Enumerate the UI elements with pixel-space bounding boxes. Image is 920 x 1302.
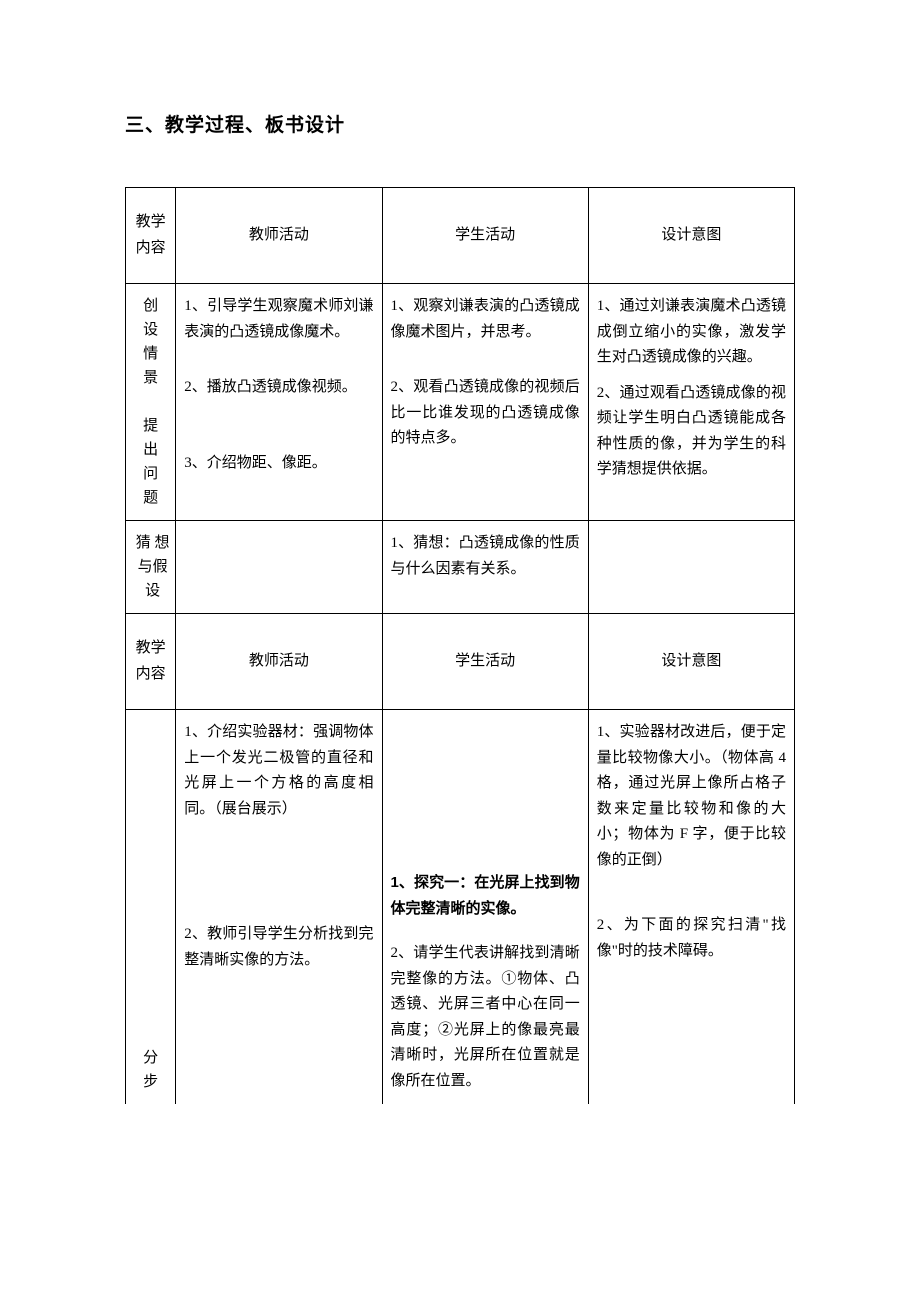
para: 1、观察刘谦表演的凸透镜成像魔术图片，并思考。 bbox=[391, 294, 580, 345]
table-header-row: 教学内容 教师活动 学生活动 设计意图 bbox=[126, 614, 795, 710]
page: 三、教学过程、板书设计 教学内容 教师活动 学生活动 设计意图 创设情景 提出问… bbox=[0, 0, 920, 1164]
header-col-student: 学生活动 bbox=[382, 614, 588, 710]
header-label: 教学内容 bbox=[136, 214, 166, 256]
label-text: 猜 想与假设 bbox=[134, 531, 171, 603]
cell-teacher: 1、介绍实验器材：强调物体上一个发光二极管的直径和光屏上一个方格的高度相同。（展… bbox=[176, 710, 382, 1105]
para: 2、通过观看凸透镜成像的视频让学生明白凸透镜能成各种性质的像，并为学生的科学猜想… bbox=[597, 381, 786, 483]
para: 2、请学生代表讲解找到清晰完整像的方法。①物体、凸透镜、光屏三者中心在同一高度；… bbox=[391, 941, 580, 1094]
para: 2、观看凸透镜成像的视频后比一比谁发现的凸透镜成像的特点多。 bbox=[391, 375, 580, 452]
header-label: 教学内容 bbox=[136, 640, 166, 682]
header-col-content: 教学内容 bbox=[126, 614, 176, 710]
cell-student: 1、探究一：在光屏上找到物体完整清晰的实像。 2、请学生代表讲解找到清晰完整像的… bbox=[382, 710, 588, 1105]
para: 2、教师引导学生分析找到完整清晰实像的方法。 bbox=[184, 922, 373, 973]
cell-teacher: 1、引导学生观察魔术师刘谦表演的凸透镜成像魔术。 2、播放凸透镜成像视频。 3、… bbox=[176, 284, 382, 521]
para: 1、引导学生观察魔术师刘谦表演的凸透镜成像魔术。 bbox=[184, 294, 373, 345]
para: 2、为下面的探究扫清"找像"时的技术障碍。 bbox=[597, 913, 786, 964]
cell-intent bbox=[588, 521, 794, 614]
header-col-student: 学生活动 bbox=[382, 188, 588, 284]
table-row-steps: 分步 1、介绍实验器材：强调物体上一个发光二极管的直径和光屏上一个方格的高度相同… bbox=[126, 710, 795, 1105]
header-col-intent: 设计意图 bbox=[588, 614, 794, 710]
row-label-scenario: 创设情景 提出问题 bbox=[126, 284, 176, 521]
para-bold: 1、探究一：在光屏上找到物体完整清晰的实像。 bbox=[391, 870, 580, 921]
table-row-scenario: 创设情景 提出问题 1、引导学生观察魔术师刘谦表演的凸透镜成像魔术。 2、播放凸… bbox=[126, 284, 795, 521]
cell-intent: 1、实验器材改进后，便于定量比较物像大小。（物体高 4 格，通过光屏上像所占格子… bbox=[588, 710, 794, 1105]
section-title: 三、教学过程、板书设计 bbox=[125, 110, 795, 137]
para: 2、播放凸透镜成像视频。 bbox=[184, 375, 373, 401]
para: 1、猜想：凸透镜成像的性质与什么因素有关系。 bbox=[391, 531, 580, 582]
cell-student: 1、猜想：凸透镜成像的性质与什么因素有关系。 bbox=[382, 521, 588, 614]
cell-intent: 1、通过刘谦表演魔术凸透镜成倒立缩小的实像，激发学生对凸透镜成像的兴趣。 2、通… bbox=[588, 284, 794, 521]
table-header-row: 教学内容 教师活动 学生活动 设计意图 bbox=[126, 188, 795, 284]
table-row-hypothesis: 猜 想与假设 1、猜想：凸透镜成像的性质与什么因素有关系。 bbox=[126, 521, 795, 614]
label-text: 分步 bbox=[142, 1046, 160, 1094]
row-label-steps: 分步 bbox=[126, 710, 176, 1105]
row-label-hypothesis: 猜 想与假设 bbox=[126, 521, 176, 614]
lesson-plan-table: 教学内容 教师活动 学生活动 设计意图 创设情景 提出问题 1、引导学生观察魔术… bbox=[125, 187, 795, 1104]
header-col-teacher: 教师活动 bbox=[176, 188, 382, 284]
para: 1、通过刘谦表演魔术凸透镜成倒立缩小的实像，激发学生对凸透镜成像的兴趣。 bbox=[597, 294, 786, 371]
para: 1、介绍实验器材：强调物体上一个发光二极管的直径和光屏上一个方格的高度相同。（展… bbox=[184, 720, 373, 822]
cell-student: 1、观察刘谦表演的凸透镜成像魔术图片，并思考。 2、观看凸透镜成像的视频后比一比… bbox=[382, 284, 588, 521]
label-text: 提出问题 bbox=[142, 414, 160, 510]
header-col-content: 教学内容 bbox=[126, 188, 176, 284]
para: 1、实验器材改进后，便于定量比较物像大小。（物体高 4 格，通过光屏上像所占格子… bbox=[597, 720, 786, 873]
cell-teacher bbox=[176, 521, 382, 614]
label-text: 创设情景 bbox=[142, 294, 160, 390]
header-col-intent: 设计意图 bbox=[588, 188, 794, 284]
para: 3、介绍物距、像距。 bbox=[184, 451, 373, 477]
header-col-teacher: 教师活动 bbox=[176, 614, 382, 710]
